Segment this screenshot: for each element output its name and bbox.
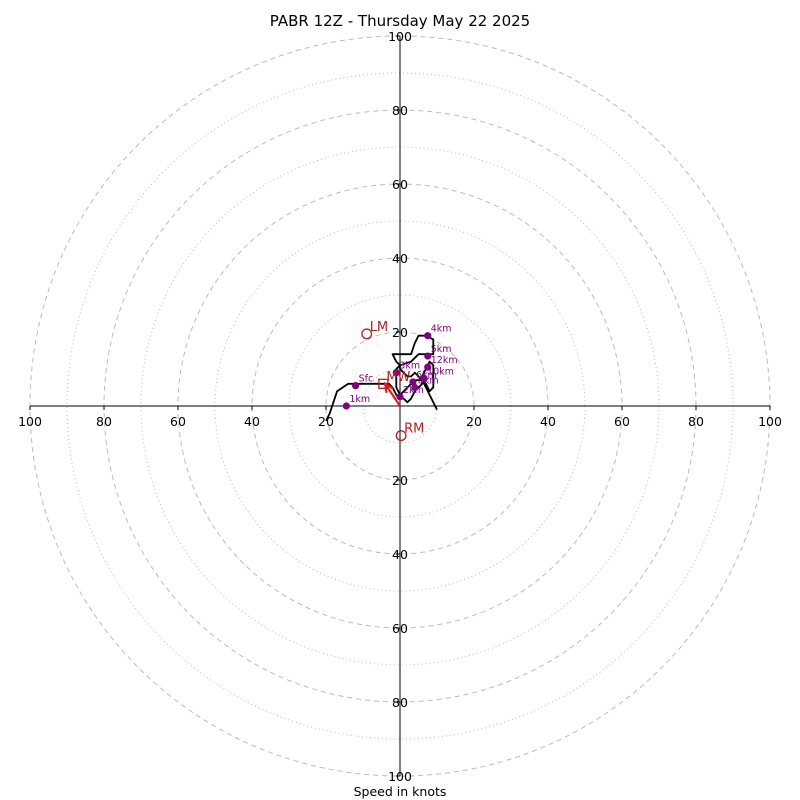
height-marker-6km: 6km: [409, 370, 437, 386]
height-marker-label-6km: 6km: [416, 370, 437, 381]
storm-motion-marker-rm: [395, 430, 407, 442]
tick-label-left-60: 60: [170, 414, 186, 429]
height-marker-label-8km: 8km: [418, 376, 439, 387]
height-marker-label-4km: 4km: [431, 324, 452, 335]
height-marker-label-5km: 5km: [431, 344, 452, 355]
storm-motion-lm: LM: [361, 320, 388, 340]
height-marker-dot-12km: [424, 363, 432, 371]
tick-label-bottom-40: 40: [392, 547, 408, 562]
tick-label-top-20: 20: [392, 325, 408, 340]
tick-label-right-80: 80: [688, 414, 704, 429]
height-marker-5km: 5km: [424, 344, 452, 360]
storm-motion-label-mw: MW: [386, 370, 410, 385]
height-marker-label-sfc: Sfc: [359, 374, 374, 385]
tick-label-right-20: 20: [466, 414, 482, 429]
height-marker-8km: 8km: [411, 376, 439, 392]
tick-label-left-20: 20: [318, 414, 334, 429]
tick-label-bottom-20: 20: [392, 473, 408, 488]
height-marker-dot-10km: [420, 374, 428, 382]
height-marker-dot-5km: [424, 352, 432, 360]
height-marker-3km: 3km: [392, 361, 420, 377]
height-marker-dot-sfc: [352, 382, 360, 390]
tick-label-top-100: 100: [388, 29, 412, 44]
storm-motion-mw: MW: [378, 370, 411, 389]
tick-label-right-40: 40: [540, 414, 556, 429]
tick-label-right-100: 100: [758, 414, 782, 429]
storm-motion-rm: RM: [395, 422, 424, 442]
storm-motion-marker-lm: [361, 328, 373, 340]
height-marker-12km: 12km: [424, 355, 458, 371]
storm-motion-label-lm: LM: [370, 320, 388, 335]
height-marker-10km: 10km: [420, 366, 454, 382]
tick-label-left-40: 40: [244, 414, 260, 429]
height-marker-dot-4km: [424, 332, 432, 340]
height-marker-label-12km: 12km: [431, 355, 458, 366]
storm-motion-markers: LM RM MW: [361, 320, 424, 442]
tick-label-bottom-100: 100: [388, 769, 412, 784]
storm-motion-label-rm: RM: [404, 422, 424, 437]
height-marker-dot-3km: [392, 369, 400, 377]
mean-wind-vector-head: [383, 381, 394, 393]
tick-label-top-40: 40: [392, 251, 408, 266]
tick-label-left-80: 80: [96, 414, 112, 429]
height-marker-1km: 1km: [342, 394, 370, 410]
height-marker-label-1km: 1km: [349, 394, 370, 405]
height-marker-dot-2km: [396, 393, 404, 401]
tick-label-bottom-80: 80: [392, 695, 408, 710]
height-marker-label-10km: 10km: [427, 366, 454, 377]
tick-label-top-60: 60: [392, 177, 408, 192]
storm-motion-marker-mw: [378, 378, 389, 389]
height-marker-sfc: Sfc: [352, 374, 373, 390]
height-marker-label-3km: 3km: [399, 361, 420, 372]
height-marker-dot-1km: [342, 402, 350, 410]
height-marker-2km: 2km: [396, 385, 424, 401]
tick-label-top-80: 80: [392, 103, 408, 118]
height-marker-4km: 4km: [424, 324, 452, 340]
tick-label-left-100: 100: [18, 414, 42, 429]
tick-label-bottom-60: 60: [392, 621, 408, 636]
chart-title: PABR 12Z - Thursday May 22 2025: [270, 12, 530, 30]
x-axis-label: Speed in knots: [354, 784, 447, 799]
tick-label-right-60: 60: [614, 414, 630, 429]
height-marker-dot-8km: [411, 383, 419, 392]
height-marker-dot-6km: [409, 378, 417, 386]
tick-labels: 100 80 60 40 20 20 40 60 80 100 100 80 60 40 20 20 40 60 8…: [18, 29, 782, 784]
